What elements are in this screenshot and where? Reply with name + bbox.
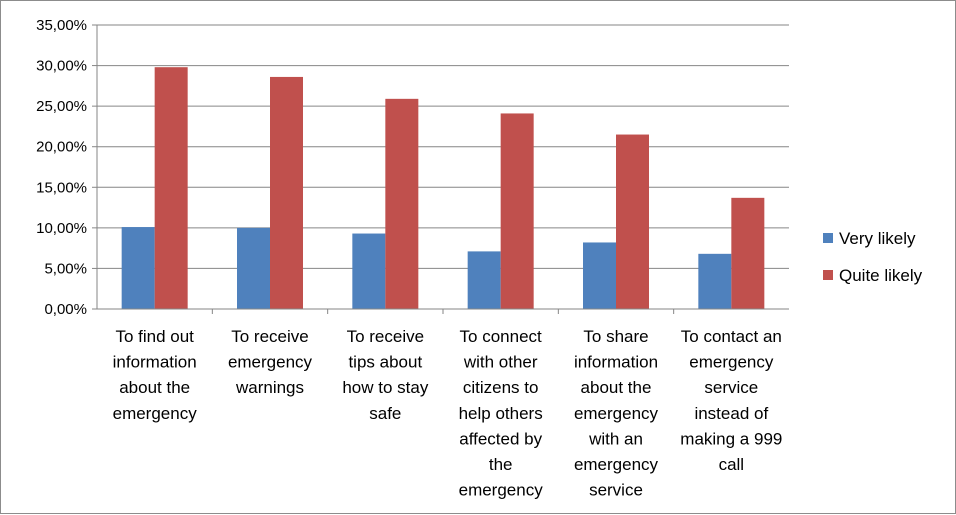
y-tick-label: 5,00% (44, 260, 87, 277)
legend-swatch (823, 270, 833, 280)
y-tick-label: 20,00% (36, 139, 87, 156)
bar-very-likely (237, 227, 270, 309)
bar-quite-likely (500, 113, 534, 310)
axes (92, 24, 789, 314)
x-tick-labels: To find out information about the emergency… (113, 327, 783, 500)
bar-very-likely (583, 242, 616, 309)
legend-swatch (823, 233, 833, 243)
bar-quite-likely (270, 76, 303, 309)
y-tick-label: 15,00% (36, 179, 87, 196)
y-tick-label: 30,00% (36, 58, 87, 75)
y-tick-label: 10,00% (36, 220, 87, 237)
legend-label: Very likely (839, 229, 916, 248)
x-tick-label: To share information about the emergency wit… (574, 327, 659, 500)
legend: Very likely Quite likely (823, 229, 923, 285)
bar-very-likely (698, 253, 732, 309)
y-tick-labels: 0,00% 5,00% 10,00% 15,00% 20,00% 25,00% 30,00%… (36, 17, 87, 318)
gridlines (97, 24, 789, 269)
x-tick-label: To receive tips about how to stay safe (342, 327, 428, 423)
bar-quite-likely (385, 98, 419, 309)
bar-quite-likely (731, 197, 765, 309)
x-tick-label: To find out information about the emergency (113, 327, 198, 423)
bars (121, 67, 765, 310)
x-tick-label: To receive emergency warnings (228, 327, 313, 397)
y-tick-label: 25,00% (36, 98, 87, 115)
bar-very-likely (121, 227, 155, 309)
bar-very-likely (467, 251, 501, 309)
bar-quite-likely (154, 67, 188, 310)
bar-quite-likely (616, 134, 649, 309)
bar-very-likely (352, 233, 386, 309)
y-tick-label: 0,00% (44, 301, 87, 318)
y-tick-label: 35,00% (36, 17, 87, 34)
x-tick-label: To contact an emergency service instead of m… (680, 327, 782, 474)
x-tick-label: To connect with other citizens to help othe… (459, 327, 544, 500)
legend-label: Quite likely (839, 266, 923, 285)
